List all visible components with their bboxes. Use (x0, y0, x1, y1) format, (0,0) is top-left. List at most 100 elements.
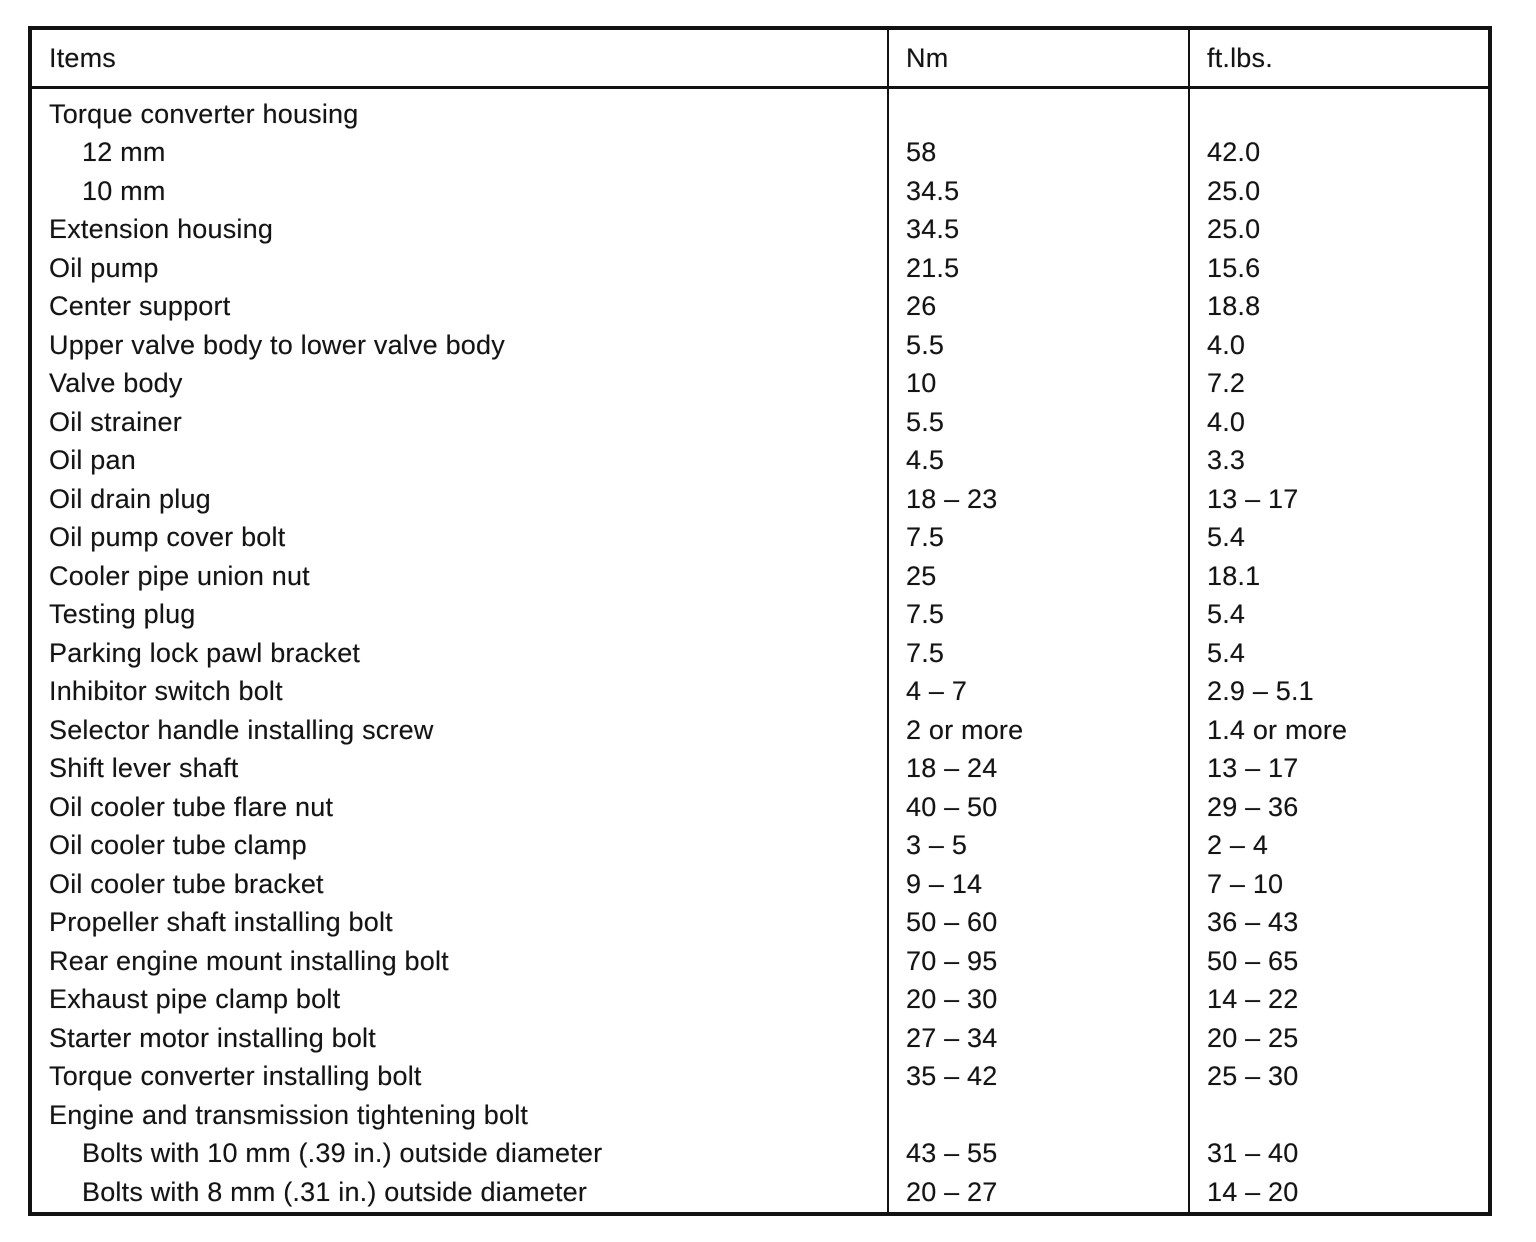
table-row: 12 mm 58 42.0 (30, 133, 1490, 172)
nm-value-cell: 70 – 95 (887, 942, 1189, 981)
nm-value-cell: 4.5 (887, 441, 1189, 480)
nm-value-cell: 18 – 23 (887, 480, 1189, 519)
nm-value-cell: 58 (887, 133, 1189, 172)
ftlbs-value-cell: 25 – 30 (1188, 1057, 1490, 1096)
table-row: Oil cooler tube flare nut 40 – 50 29 – 3… (30, 788, 1490, 827)
nm-value-cell: 20 – 27 (887, 1173, 1189, 1214)
item-cell: Center support (49, 291, 231, 322)
ftlbs-value-cell: 13 – 17 (1188, 749, 1490, 788)
nm-value-cell: 43 – 55 (887, 1134, 1189, 1173)
table-row: Valve body 10 7.2 (30, 364, 1490, 403)
nm-value-cell: 18 – 24 (887, 749, 1189, 788)
item-cell: 12 mm (82, 137, 166, 168)
ftlbs-value-cell: 7.2 (1188, 364, 1490, 403)
nm-value-cell (887, 87, 1189, 134)
table-row: Extension housing 34.5 25.0 (30, 210, 1490, 249)
table-row: Oil pump cover bolt 7.5 5.4 (30, 518, 1490, 557)
item-cell: Cooler pipe union nut (49, 560, 310, 591)
ftlbs-value-cell: 20 – 25 (1188, 1019, 1490, 1058)
table-row: Torque converter installing bolt 35 – 42… (30, 1057, 1490, 1096)
item-cell: Rear engine mount installing bolt (49, 945, 449, 976)
column-header-nm: Nm (887, 28, 1189, 89)
item-cell: Oil cooler tube clamp (49, 830, 307, 861)
nm-value-cell: 26 (887, 287, 1189, 326)
item-cell: Oil pump (49, 252, 159, 283)
ftlbs-value-cell: 7 – 10 (1188, 865, 1490, 904)
header-row: Items Nm ft.lbs. (30, 28, 1490, 89)
ftlbs-value-cell (1188, 1096, 1490, 1135)
item-cell: Inhibitor switch bolt (49, 676, 283, 707)
item-cell: Oil drain plug (49, 483, 211, 514)
table-row: Cooler pipe union nut 25 18.1 (30, 557, 1490, 596)
item-cell: Selector handle installing screw (49, 714, 434, 745)
table-header: Items Nm ft.lbs. (30, 28, 1490, 89)
table-row: Oil pan 4.5 3.3 (30, 441, 1490, 480)
nm-value-cell: 50 – 60 (887, 903, 1189, 942)
table-row: 10 mm 34.5 25.0 (30, 172, 1490, 211)
item-cell: Exhaust pipe clamp bolt (49, 984, 341, 1015)
table-row: Shift lever shaft 18 – 24 13 – 17 (30, 749, 1490, 788)
table-body: Torque converter housing 12 mm 58 42.0 1… (30, 87, 1490, 1214)
item-cell: 10 mm (82, 175, 166, 206)
nm-value-cell: 9 – 14 (887, 865, 1189, 904)
ftlbs-value-cell: 3.3 (1188, 441, 1490, 480)
item-cell: Oil pan (49, 445, 136, 476)
ftlbs-value-cell: 1.4 or more (1188, 711, 1490, 750)
table-row: Upper valve body to lower valve body 5.5… (30, 326, 1490, 365)
item-cell: Torque converter housing (49, 98, 359, 129)
nm-value-cell: 35 – 42 (887, 1057, 1189, 1096)
item-cell: Shift lever shaft (49, 753, 239, 784)
column-header-items: Items (30, 28, 888, 89)
item-cell: Bolts with 8 mm (.31 in.) outside diamet… (82, 1176, 588, 1207)
ftlbs-value-cell: 15.6 (1188, 249, 1490, 288)
item-cell: Testing plug (49, 599, 196, 630)
table-row: Propeller shaft installing bolt 50 – 60 … (30, 903, 1490, 942)
nm-value-cell: 5.5 (887, 403, 1189, 442)
table-row: Oil strainer 5.5 4.0 (30, 403, 1490, 442)
nm-value-cell: 25 (887, 557, 1189, 596)
ftlbs-value-cell: 5.4 (1188, 595, 1490, 634)
nm-value-cell: 7.5 (887, 595, 1189, 634)
table-row: Oil cooler tube bracket 9 – 14 7 – 10 (30, 865, 1490, 904)
nm-value-cell: 34.5 (887, 210, 1189, 249)
nm-value-cell (887, 1096, 1189, 1135)
ftlbs-value-cell: 14 – 22 (1188, 980, 1490, 1019)
item-cell: Upper valve body to lower valve body (49, 329, 505, 360)
table-row: Torque converter housing (30, 87, 1490, 134)
table-row: Exhaust pipe clamp bolt 20 – 30 14 – 22 (30, 980, 1490, 1019)
table-row: Selector handle installing screw 2 or mo… (30, 711, 1490, 750)
ftlbs-value-cell: 42.0 (1188, 133, 1490, 172)
item-cell: Propeller shaft installing bolt (49, 907, 393, 938)
nm-value-cell: 34.5 (887, 172, 1189, 211)
item-cell: Parking lock pawl bracket (49, 637, 361, 668)
table-row: Center support 26 18.8 (30, 287, 1490, 326)
ftlbs-value-cell: 25.0 (1188, 172, 1490, 211)
ftlbs-value-cell: 29 – 36 (1188, 788, 1490, 827)
item-cell: Starter motor installing bolt (49, 1022, 376, 1053)
ftlbs-value-cell: 14 – 20 (1188, 1173, 1490, 1214)
ftlbs-value-cell: 36 – 43 (1188, 903, 1490, 942)
ftlbs-value-cell: 4.0 (1188, 326, 1490, 365)
ftlbs-value-cell: 4.0 (1188, 403, 1490, 442)
nm-value-cell: 3 – 5 (887, 826, 1189, 865)
table-row: Bolts with 8 mm (.31 in.) outside diamet… (30, 1173, 1490, 1214)
nm-value-cell: 5.5 (887, 326, 1189, 365)
torque-spec-table: Items Nm ft.lbs. Torque converter housin… (28, 26, 1492, 1216)
nm-value-cell: 10 (887, 364, 1189, 403)
table-row: Oil pump 21.5 15.6 (30, 249, 1490, 288)
nm-value-cell: 20 – 30 (887, 980, 1189, 1019)
table-row: Rear engine mount installing bolt 70 – 9… (30, 942, 1490, 981)
table-row: Starter motor installing bolt 27 – 34 20… (30, 1019, 1490, 1058)
table-row: Bolts with 10 mm (.39 in.) outside diame… (30, 1134, 1490, 1173)
table-row: Engine and transmission tightening bolt (30, 1096, 1490, 1135)
table-row: Inhibitor switch bolt 4 – 7 2.9 – 5.1 (30, 672, 1490, 711)
item-cell: Extension housing (49, 214, 274, 245)
nm-value-cell: 7.5 (887, 634, 1189, 673)
table-row: Testing plug 7.5 5.4 (30, 595, 1490, 634)
table-row: Oil drain plug 18 – 23 13 – 17 (30, 480, 1490, 519)
item-cell: Oil strainer (49, 406, 182, 437)
item-cell: Engine and transmission tightening bolt (49, 1099, 529, 1130)
item-cell: Torque converter installing bolt (49, 1061, 422, 1092)
nm-value-cell: 21.5 (887, 249, 1189, 288)
